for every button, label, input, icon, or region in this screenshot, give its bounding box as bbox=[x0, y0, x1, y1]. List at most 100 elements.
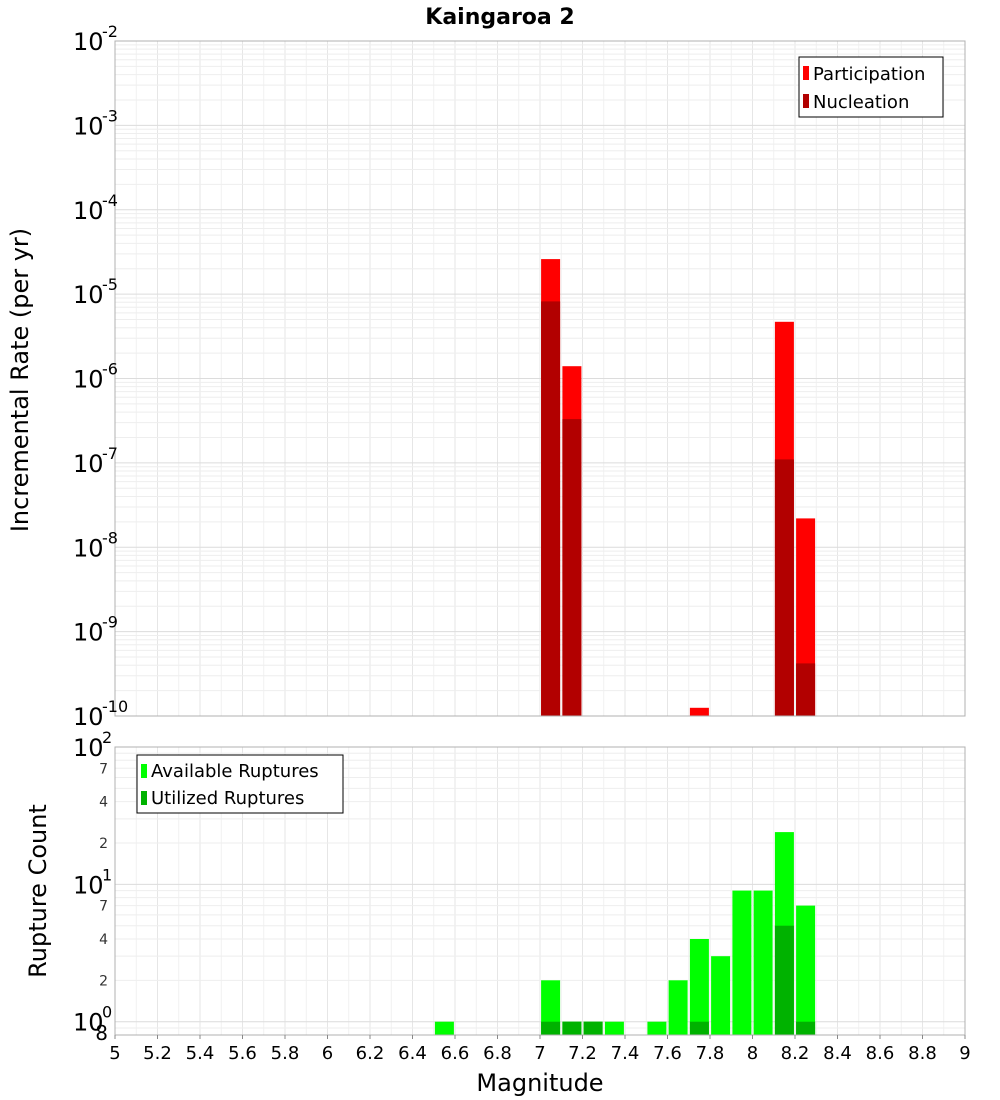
y-tick: 10-3 bbox=[73, 106, 118, 140]
y-tick-base: 10 bbox=[73, 366, 104, 394]
y-minor-tick-label: 4 bbox=[99, 795, 108, 811]
y-tick-exponent: 0 bbox=[102, 1003, 112, 1022]
y-minor-tick-label: 7 bbox=[99, 761, 108, 777]
bar-utilized-ruptures bbox=[583, 1021, 603, 1035]
bar-available-ruptures bbox=[434, 1021, 454, 1035]
legend-swatch-participation bbox=[803, 66, 809, 80]
y-minor-tick-label: 2 bbox=[99, 836, 108, 852]
bar-available-ruptures bbox=[541, 980, 561, 1035]
y-tick-base: 10 bbox=[73, 28, 104, 56]
bar-utilized-ruptures bbox=[774, 925, 794, 1035]
y-tick: 10-4 bbox=[73, 191, 118, 225]
x-tick-label: 8.4 bbox=[823, 1043, 852, 1064]
y-tick-base: 10 bbox=[73, 197, 104, 225]
x-tick-label: 9 bbox=[959, 1043, 970, 1064]
y-tick-base: 10 bbox=[73, 112, 104, 140]
y-tick-exponent: 1 bbox=[102, 865, 112, 884]
y-tick: 101 bbox=[73, 865, 112, 899]
x-tick-label: 5 bbox=[109, 1043, 120, 1064]
top-plot-bars bbox=[541, 259, 816, 716]
top-y-axis-label: Incremental Rate (per yr) bbox=[6, 228, 34, 532]
y-tick-base: 10 bbox=[73, 703, 104, 731]
legend-swatch-nucleation bbox=[803, 94, 809, 108]
legend-swatch-available-ruptures bbox=[141, 764, 147, 778]
y-tick-exponent: -2 bbox=[102, 22, 118, 41]
y-tick: 10-5 bbox=[73, 275, 118, 309]
x-tick-label: 7.4 bbox=[611, 1043, 640, 1064]
x-tick-label: 7 bbox=[534, 1043, 545, 1064]
bottom-plot-bars bbox=[434, 832, 816, 1035]
bar-utilized-ruptures bbox=[689, 1021, 709, 1035]
bar-utilized-ruptures bbox=[541, 1021, 561, 1035]
bar-available-ruptures bbox=[668, 980, 688, 1035]
x-axis-ticks: 5 5.2 5.4 5.6 5.8 6 6.2 6.4 6.6 6.8 7 7.2 7.4 7.6 7.8 8… bbox=[109, 1035, 971, 1064]
x-tick-label: 5.4 bbox=[186, 1043, 215, 1064]
top-plot-frame bbox=[114, 40, 966, 717]
y-tick-base: 10 bbox=[73, 871, 104, 899]
y-tick-exponent: -5 bbox=[102, 275, 118, 294]
bar-participation bbox=[689, 707, 709, 716]
x-tick-label: 8.6 bbox=[866, 1043, 895, 1064]
bar-nucleation bbox=[541, 301, 561, 716]
y-tick-exponent: -4 bbox=[102, 191, 118, 210]
bar-nucleation bbox=[562, 419, 582, 716]
bar-available-ruptures bbox=[732, 890, 752, 1035]
y-minor-tick-label: 8 bbox=[95, 1021, 108, 1045]
x-tick-label: 6.4 bbox=[398, 1043, 427, 1064]
legend-label-nucleation: Nucleation bbox=[813, 92, 909, 113]
bottom-y-axis-label: Rupture Count bbox=[24, 804, 52, 978]
y-tick: 100 bbox=[73, 1003, 112, 1037]
y-tick-base: 10 bbox=[73, 1009, 104, 1037]
legend-label-available-ruptures: Available Ruptures bbox=[151, 761, 319, 782]
chart-title: Kaingaroa 2 bbox=[425, 5, 574, 30]
y-tick: 10-9 bbox=[73, 613, 118, 647]
x-tick-label: 7.8 bbox=[696, 1043, 725, 1064]
y-tick-base: 10 bbox=[73, 734, 104, 762]
x-tick-label: 7.6 bbox=[653, 1043, 682, 1064]
x-tick-label: 8.8 bbox=[908, 1043, 937, 1064]
top-plot-grid bbox=[114, 40, 966, 717]
bar-utilized-ruptures bbox=[796, 1021, 816, 1035]
bar-available-ruptures bbox=[796, 905, 816, 1035]
y-tick-exponent: -3 bbox=[102, 106, 118, 125]
y-minor-tick-label: 2 bbox=[99, 973, 108, 989]
x-tick-label: 5.6 bbox=[228, 1043, 257, 1064]
bottom-legend: Available Ruptures Utilized Ruptures bbox=[136, 754, 344, 814]
y-tick-exponent: -9 bbox=[102, 613, 118, 632]
x-tick-label: 7.2 bbox=[568, 1043, 597, 1064]
bar-available-ruptures bbox=[647, 1021, 667, 1035]
x-tick-label: 8.2 bbox=[781, 1043, 810, 1064]
y-tick: 10-2 bbox=[73, 22, 118, 56]
bar-available-ruptures bbox=[604, 1021, 624, 1035]
y-tick: 10-7 bbox=[73, 444, 118, 478]
bar-nucleation bbox=[796, 663, 816, 716]
legend-swatch-utilized-ruptures bbox=[141, 791, 147, 805]
y-tick-exponent: -6 bbox=[102, 360, 118, 379]
x-axis-label: Magnitude bbox=[476, 1069, 603, 1097]
y-tick-base: 10 bbox=[73, 534, 104, 562]
y-tick-exponent: -8 bbox=[102, 528, 118, 547]
bar-available-ruptures bbox=[711, 956, 731, 1035]
bottom-legend-box bbox=[136, 754, 344, 814]
legend-label-participation: Participation bbox=[813, 64, 925, 85]
y-tick-base: 10 bbox=[73, 619, 104, 647]
y-tick-base: 10 bbox=[73, 450, 104, 478]
y-tick: 102 bbox=[73, 728, 112, 762]
x-tick-label: 5.2 bbox=[143, 1043, 172, 1064]
y-tick-exponent: -7 bbox=[102, 444, 118, 463]
y-tick: 10-10 bbox=[73, 697, 128, 731]
y-minor-tick-label: 7 bbox=[99, 899, 108, 915]
y-tick-exponent: 2 bbox=[102, 728, 112, 747]
bar-available-ruptures bbox=[753, 890, 773, 1035]
y-tick: 10-8 bbox=[73, 528, 118, 562]
x-tick-label: 8 bbox=[747, 1043, 758, 1064]
y-tick: 10-6 bbox=[73, 360, 118, 394]
x-tick-label: 5.8 bbox=[271, 1043, 300, 1064]
x-tick-label: 6.8 bbox=[483, 1043, 512, 1064]
top-legend: Participation Nucleation bbox=[798, 56, 944, 118]
y-tick-exponent: -10 bbox=[102, 697, 128, 716]
legend-label-utilized-ruptures: Utilized Ruptures bbox=[151, 788, 304, 809]
